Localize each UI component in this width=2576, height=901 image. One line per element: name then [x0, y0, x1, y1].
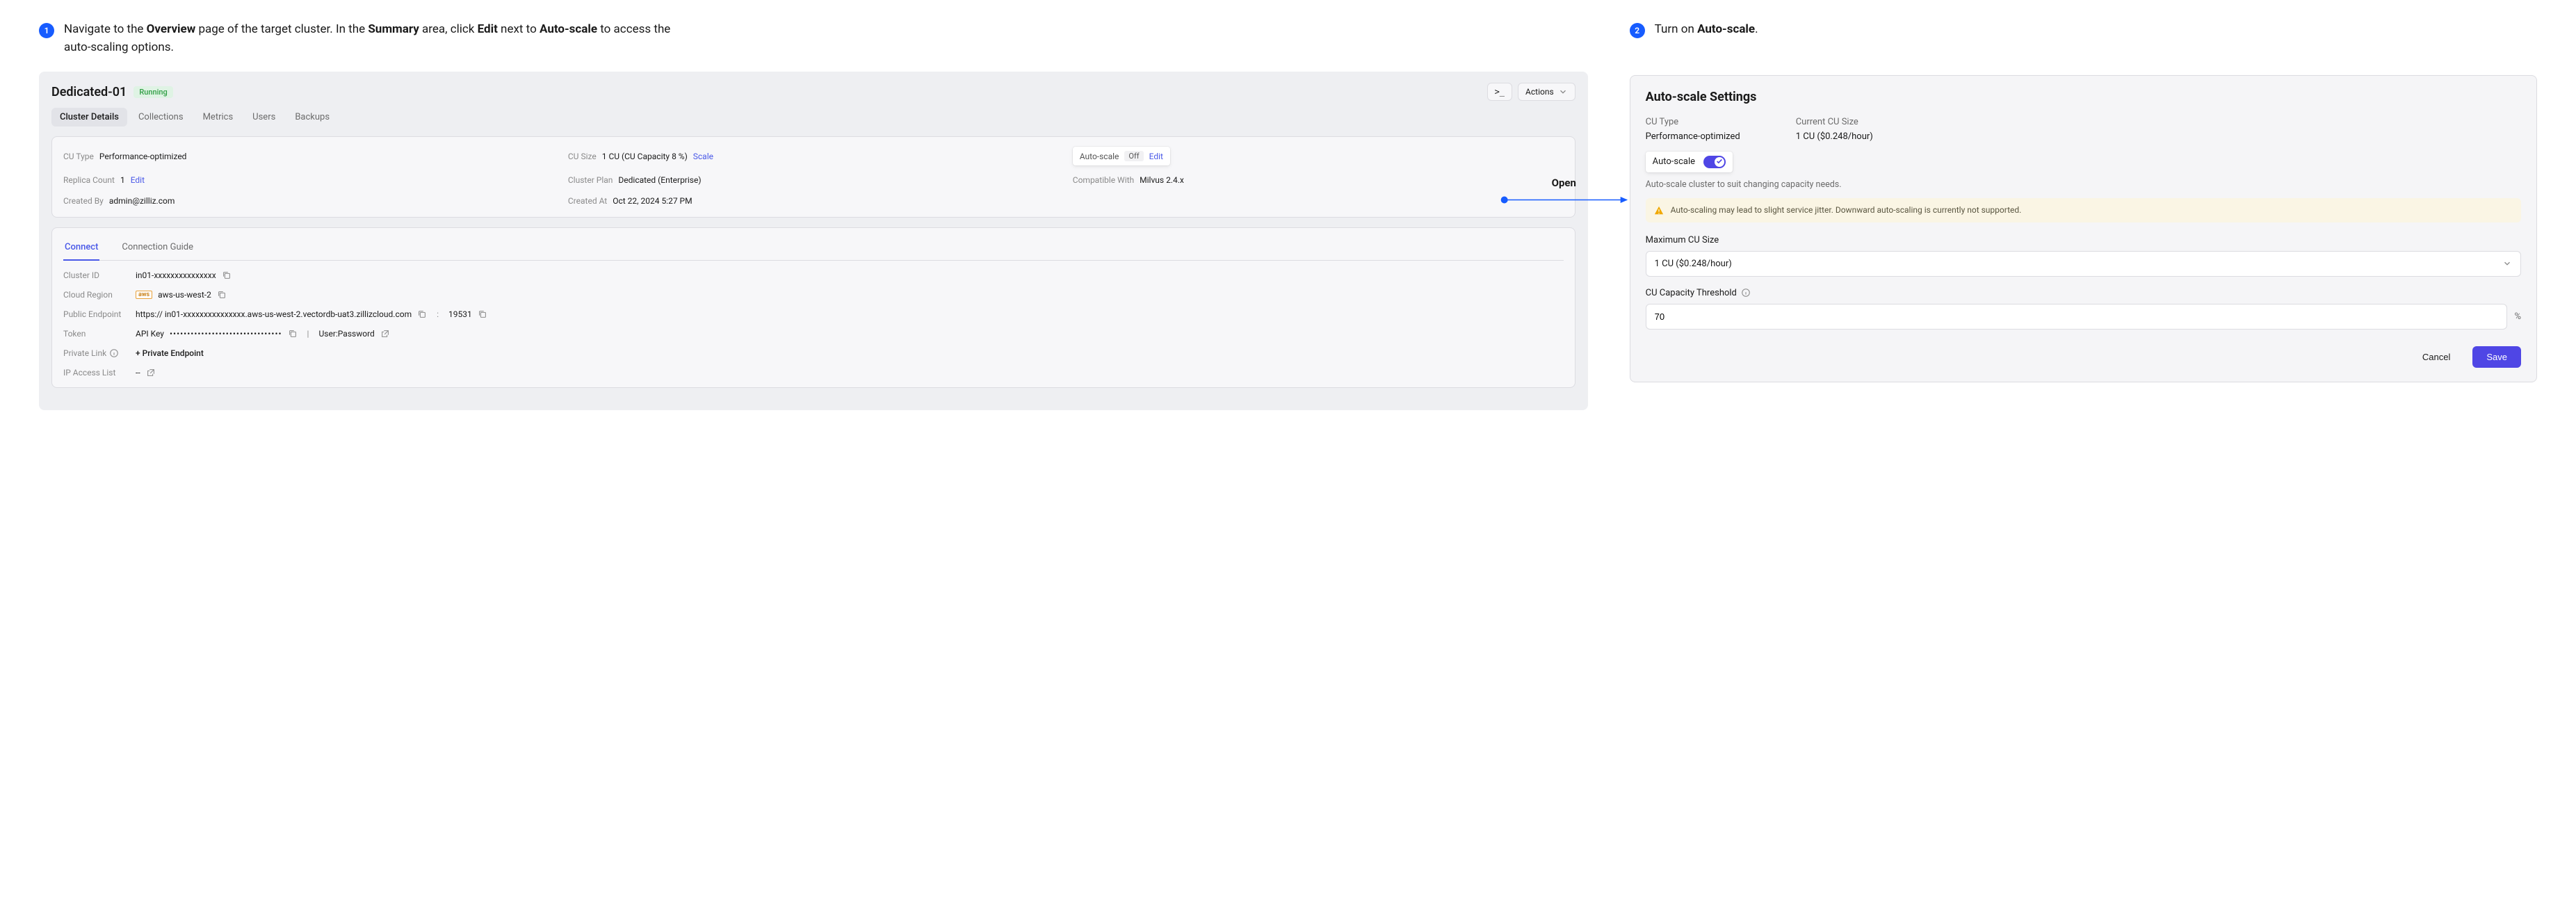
step-2-text: Turn on Auto-scale. — [1655, 21, 1758, 39]
autoscale-toggle-label: Auto-scale — [1653, 156, 1695, 167]
aws-icon: aws — [136, 291, 152, 299]
kv-cu-size: CU Size 1 CU (CU Capacity 8 %) Scale — [568, 147, 1059, 165]
info-icon — [109, 348, 119, 358]
cluster-status-badge: Running — [133, 86, 172, 98]
copy-icon[interactable] — [417, 309, 427, 319]
copy-icon[interactable] — [222, 270, 232, 280]
tab-cluster-details[interactable]: Cluster Details — [51, 108, 127, 127]
scale-link[interactable]: Scale — [693, 152, 713, 161]
replica-edit-link[interactable]: Edit — [131, 175, 145, 185]
kv-created-by: Created By admin@zilliz.com — [63, 195, 554, 207]
tab-users[interactable]: Users — [244, 108, 284, 127]
autoscale-off-chip: Off — [1124, 151, 1143, 161]
tab-collections[interactable]: Collections — [130, 108, 192, 127]
main-tabs: Cluster Details Collections Metrics User… — [51, 108, 1575, 127]
current-cu-size-label: Current CU Size — [1796, 117, 1873, 127]
cluster-id-value: in01-xxxxxxxxxxxxxxx — [136, 270, 216, 280]
row-cluster-id: Cluster ID in01-xxxxxxxxxxxxxxx — [63, 270, 1564, 280]
token-userpass-label: User:Password — [318, 329, 374, 339]
row-token: Token API Key ••••••••••••••••••••••••••… — [63, 329, 1564, 339]
row-ip-access: IP Access List -- — [63, 368, 1564, 378]
token-mask: •••••••••••••••••••••••••••••••• — [170, 329, 282, 339]
cluster-name: Dedicated-01 — [51, 85, 127, 99]
autoscale-warning: Auto-scaling may lead to slight service … — [1646, 198, 2521, 222]
endpoint-port: 19531 — [448, 309, 472, 319]
kv-compat: Compatible With Milvus 2.4.x — [1073, 174, 1564, 186]
step-1-badge: 1 — [39, 23, 54, 38]
external-link-icon[interactable] — [380, 329, 390, 339]
ip-access-value: -- — [136, 368, 140, 378]
autoscale-title: Auto-scale Settings — [1646, 90, 2521, 104]
step-2-badge: 2 — [1630, 23, 1645, 38]
region-value: aws-us-west-2 — [158, 290, 211, 300]
copy-icon[interactable] — [288, 329, 298, 339]
row-cloud-region: Cloud Region aws aws-us-west-2 — [63, 290, 1564, 300]
max-cu-size-select[interactable]: 1 CU ($0.248/hour) — [1646, 251, 2521, 277]
tab-backups[interactable]: Backups — [286, 108, 338, 127]
cu-type-value: Performance-optimized — [1646, 131, 1740, 142]
actions-dropdown[interactable]: Actions — [1518, 83, 1575, 101]
row-private-link: Private Link + Private Endpoint — [63, 348, 1564, 358]
kv-cu-type: CU Type Performance-optimized — [63, 147, 554, 165]
copy-icon[interactable] — [217, 290, 227, 300]
autoscale-edit-link[interactable]: Edit — [1149, 152, 1163, 161]
step-1-text: Navigate to the Overview page of the tar… — [64, 21, 690, 56]
autoscale-toggle[interactable] — [1703, 156, 1726, 168]
current-cu-size-value: 1 CU ($0.248/hour) — [1796, 131, 1873, 142]
info-icon — [1741, 288, 1751, 298]
autoscale-toggle-row: Auto-scale — [1646, 152, 1733, 172]
kv-auto-scale: Auto-scale Off Edit — [1073, 147, 1564, 165]
max-cu-size-label: Maximum CU Size — [1646, 235, 2521, 245]
autoscale-settings-panel: Auto-scale Settings CU Type Performance-… — [1630, 75, 2537, 382]
cu-type-label: CU Type — [1646, 117, 1740, 127]
external-link-icon[interactable] — [146, 368, 156, 378]
threshold-input[interactable] — [1646, 304, 2508, 330]
terminal-button[interactable]: >_ — [1487, 83, 1512, 101]
actions-label: Actions — [1525, 87, 1554, 97]
kv-plan: Cluster Plan Dedicated (Enterprise) — [568, 174, 1059, 186]
subtab-connect[interactable]: Connect — [63, 238, 99, 261]
percent-sign: % — [2514, 311, 2521, 322]
tab-metrics[interactable]: Metrics — [195, 108, 242, 127]
autoscale-description: Auto-scale cluster to suit changing capa… — [1646, 179, 2521, 190]
cluster-overview-panel: Dedicated-01 Running >_ Actions Cluster … — [39, 72, 1588, 410]
open-label: Open — [1552, 177, 1576, 189]
summary-card: CU Type Performance-optimized CU Size 1 … — [51, 136, 1575, 218]
kv-created-at: Created At Oct 22, 2024 5:27 PM — [568, 195, 1059, 207]
row-public-endpoint: Public Endpoint https:// in01-xxxxxxxxxx… — [63, 309, 1564, 319]
save-button[interactable]: Save — [2472, 346, 2521, 368]
connection-card: Connect Connection Guide Cluster ID in01… — [51, 227, 1575, 388]
endpoint-url: https:// in01-xxxxxxxxxxxxxxx.aws-us-wes… — [136, 309, 412, 319]
copy-icon[interactable] — [478, 309, 487, 319]
cancel-button[interactable]: Cancel — [2408, 346, 2464, 368]
token-api-key-label: API Key — [136, 329, 164, 339]
subtab-connection-guide[interactable]: Connection Guide — [120, 238, 195, 261]
kv-replica: Replica Count 1 Edit — [63, 174, 554, 186]
step-1-instruction: 1 Navigate to the Overview page of the t… — [39, 21, 1588, 56]
chevron-down-icon — [2502, 259, 2512, 268]
private-endpoint-add[interactable]: + Private Endpoint — [136, 348, 204, 358]
chevron-down-icon — [1558, 87, 1568, 97]
threshold-label: CU Capacity Threshold — [1646, 288, 2521, 298]
warning-icon — [1654, 206, 1664, 216]
step-2-instruction: 2 Turn on Auto-scale. — [1630, 21, 2537, 39]
